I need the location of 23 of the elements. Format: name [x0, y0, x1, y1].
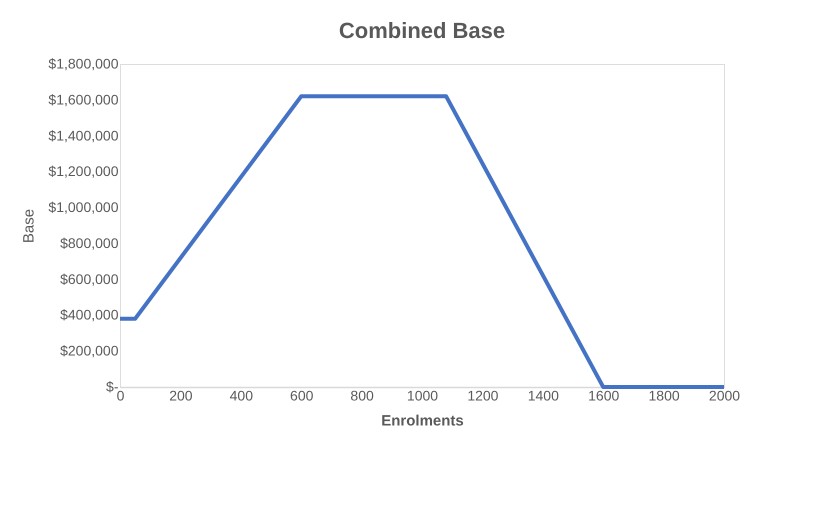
y-tick-label: $200,000 [60, 342, 119, 359]
y-tick-label: $1,200,000 [48, 163, 119, 180]
y-axis-title: Base [20, 208, 38, 244]
x-tick-label: 1800 [648, 388, 680, 404]
x-tick-label: 1600 [588, 388, 620, 404]
x-tick-label: 1400 [528, 388, 560, 404]
x-tick-label: 600 [290, 388, 314, 404]
y-tick-label: $400,000 [60, 306, 119, 323]
y-tick-label: $1,600,000 [48, 91, 119, 108]
x-tick-label: 400 [230, 388, 254, 404]
y-tick-label: $1,800,000 [48, 56, 119, 72]
x-tick-label: 0 [116, 388, 125, 404]
y-tick-label: $800,000 [60, 234, 119, 251]
x-tick-label: 1200 [467, 388, 499, 404]
x-tick-label: 1000 [406, 388, 438, 404]
y-tick-label: $1,400,000 [48, 127, 119, 144]
x-axis-title: Enrolments [381, 412, 464, 430]
chart-title: Combined Base [338, 18, 506, 43]
y-tick-label: $1,000,000 [48, 199, 119, 216]
x-tick-label: 800 [350, 388, 374, 404]
y-tick-label: $600,000 [60, 270, 119, 287]
x-tick-label: 200 [169, 388, 193, 404]
x-tick-label: 2000 [708, 388, 740, 404]
